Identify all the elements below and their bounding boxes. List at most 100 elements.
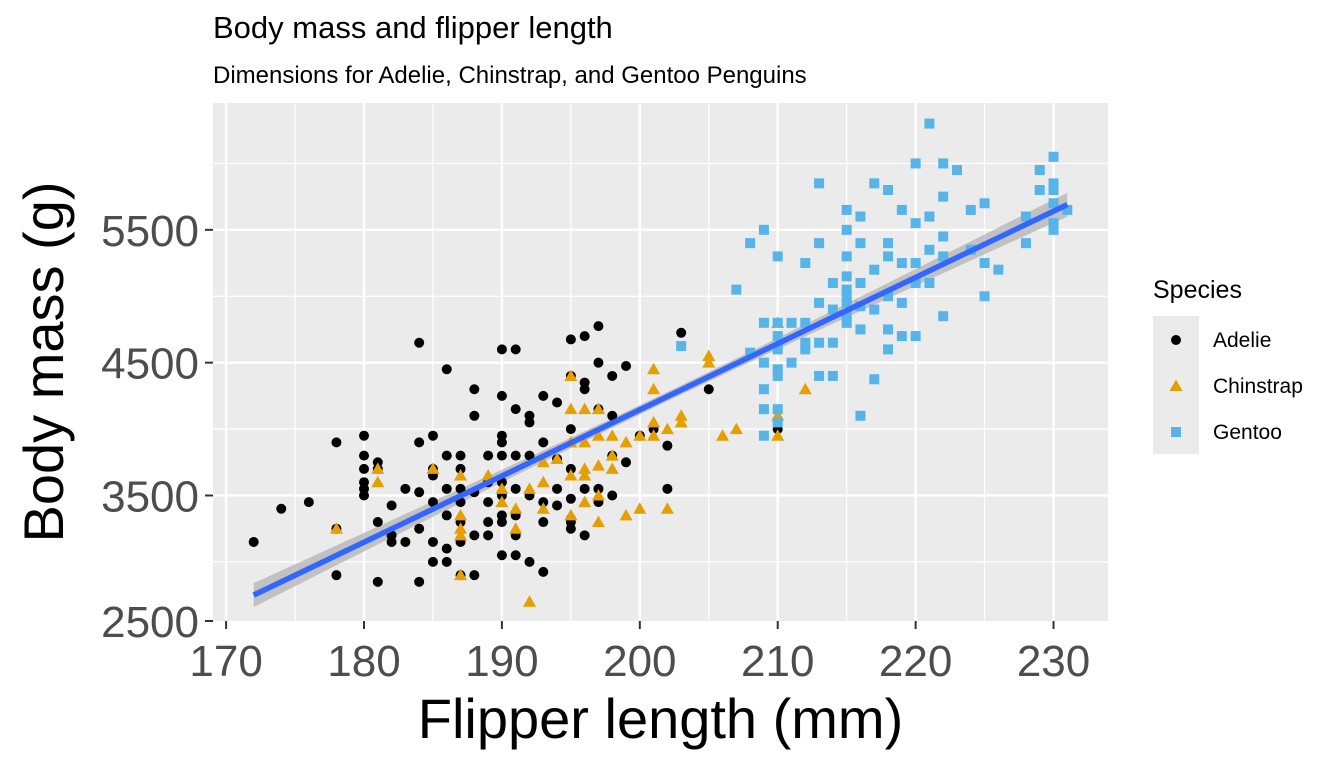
gentoo-point bbox=[1034, 165, 1045, 176]
gentoo-point bbox=[841, 297, 852, 308]
chinstrap-point bbox=[564, 508, 578, 521]
gentoo-point bbox=[883, 238, 894, 249]
adelie-point bbox=[538, 517, 549, 528]
adelie-point bbox=[372, 517, 383, 528]
adelie-point bbox=[248, 536, 259, 547]
gentoo-point bbox=[758, 404, 769, 415]
adelie-point bbox=[565, 523, 576, 534]
adelie-point bbox=[331, 437, 342, 448]
x-tick-label: 170 bbox=[189, 637, 262, 686]
chinstrap-point bbox=[578, 435, 592, 448]
gentoo-point bbox=[772, 317, 783, 328]
gentoo-point bbox=[814, 297, 825, 308]
adelie-point bbox=[621, 457, 632, 468]
gentoo-point bbox=[827, 337, 838, 348]
gentoo-point bbox=[993, 264, 1004, 275]
adelie-point bbox=[496, 550, 507, 561]
legend-label-adelie: Adelie bbox=[1213, 329, 1271, 352]
adelie-point bbox=[276, 503, 287, 514]
gentoo-point bbox=[841, 224, 852, 235]
adelie-point bbox=[579, 483, 590, 494]
gentoo-point bbox=[758, 384, 769, 395]
gentoo-point bbox=[869, 304, 880, 315]
adelie-point bbox=[552, 500, 563, 511]
chinstrap-point bbox=[578, 402, 592, 415]
chinstrap-point bbox=[371, 462, 385, 474]
gentoo-point bbox=[855, 238, 866, 249]
adelie-point bbox=[372, 576, 383, 587]
gentoo-point bbox=[841, 251, 852, 262]
adelie-point bbox=[483, 450, 494, 461]
gentoo-point bbox=[869, 374, 880, 385]
adelie-point bbox=[441, 450, 452, 461]
gentoo-point bbox=[800, 258, 811, 269]
gentoo-point bbox=[827, 370, 838, 381]
chinstrap-point bbox=[647, 415, 661, 428]
adelie-point bbox=[496, 517, 507, 528]
gentoo-point bbox=[841, 284, 852, 295]
chinstrap-point bbox=[481, 469, 495, 481]
gentoo-point bbox=[772, 364, 783, 375]
gentoo-point bbox=[896, 258, 907, 269]
chinstrap-point bbox=[619, 435, 633, 448]
gentoo-point bbox=[1048, 151, 1059, 162]
adelie-point bbox=[441, 556, 452, 567]
adelie-point bbox=[510, 550, 521, 561]
legend-key-adelie bbox=[1171, 335, 1181, 345]
gentoo-point bbox=[772, 370, 783, 381]
chinstrap-point bbox=[495, 482, 509, 494]
chinstrap-point bbox=[495, 495, 509, 508]
adelie-point bbox=[607, 490, 618, 501]
chinstrap-point bbox=[454, 528, 468, 541]
x-tick-label: 210 bbox=[741, 637, 814, 686]
chinstrap-point bbox=[454, 508, 468, 521]
gentoo-point bbox=[1034, 184, 1045, 195]
gentoo-point bbox=[786, 357, 797, 368]
gentoo-point bbox=[745, 347, 756, 358]
adelie-point bbox=[579, 530, 590, 541]
adelie-point bbox=[414, 337, 425, 348]
chinstrap-point bbox=[716, 429, 730, 441]
adelie-point bbox=[469, 410, 480, 421]
adelie-point bbox=[427, 497, 438, 508]
adelie-point bbox=[676, 327, 687, 338]
y-tick-label: 3500 bbox=[101, 472, 199, 521]
chinstrap-point bbox=[798, 382, 812, 395]
chinstrap-point bbox=[660, 422, 674, 435]
chinstrap-point bbox=[633, 429, 647, 441]
adelie-point bbox=[455, 450, 466, 461]
chinstrap-point bbox=[647, 429, 661, 441]
chinstrap-point bbox=[522, 595, 536, 607]
gentoo-point bbox=[841, 311, 852, 322]
adelie-point bbox=[359, 490, 370, 501]
gentoo-point bbox=[1020, 238, 1031, 249]
gentoo-point bbox=[938, 231, 949, 242]
gentoo-point bbox=[869, 264, 880, 275]
chinstrap-point bbox=[536, 455, 550, 468]
adelie-point bbox=[441, 364, 452, 375]
gentoo-point bbox=[855, 324, 866, 335]
gentoo-point bbox=[855, 211, 866, 222]
gentoo-point bbox=[910, 258, 921, 269]
adelie-point bbox=[607, 410, 618, 421]
gentoo-point bbox=[758, 430, 769, 441]
adelie-point bbox=[538, 390, 549, 401]
chinstrap-point bbox=[647, 382, 661, 395]
chinstrap-point bbox=[509, 522, 523, 534]
adelie-point bbox=[524, 450, 535, 461]
adelie-point bbox=[441, 510, 452, 521]
chinstrap-point bbox=[591, 402, 605, 415]
y-tick-label: 5500 bbox=[101, 207, 199, 256]
adelie-point bbox=[703, 384, 714, 395]
gentoo-point bbox=[745, 238, 756, 249]
adelie-point bbox=[565, 493, 576, 504]
gentoo-point bbox=[938, 191, 949, 202]
chinstrap-point bbox=[591, 488, 605, 501]
adelie-point bbox=[469, 530, 480, 541]
chinstrap-point bbox=[647, 362, 661, 375]
adelie-point bbox=[414, 523, 425, 534]
x-axis: 170 180 190 200 210 220 230 bbox=[189, 621, 1090, 686]
gentoo-point bbox=[910, 218, 921, 229]
gentoo-point bbox=[758, 357, 769, 368]
